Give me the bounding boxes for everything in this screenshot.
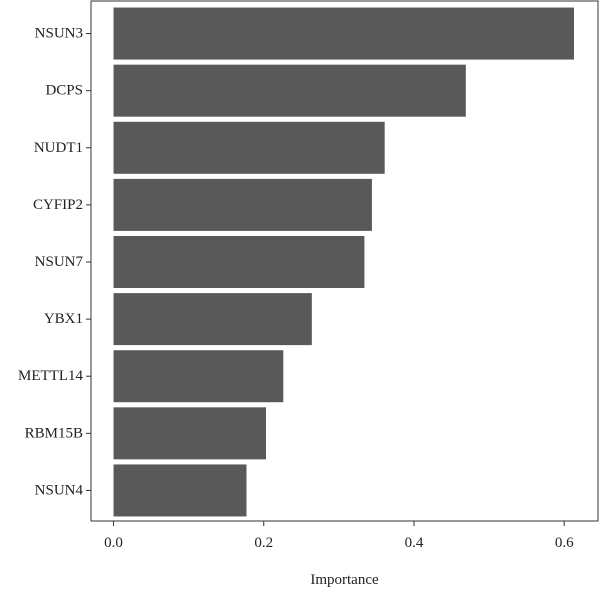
bar-nsun3	[113, 7, 574, 60]
y-tick-label: NSUN3	[35, 26, 83, 42]
y-tick-label: YBX1	[44, 311, 83, 327]
bars-layer	[113, 7, 574, 517]
bar-dcps	[113, 64, 466, 117]
bar-nsun4	[113, 464, 247, 517]
y-tick-label: CYFIP2	[33, 197, 83, 213]
bar-ybx1	[113, 293, 312, 346]
x-tick-label: 0.2	[254, 535, 273, 551]
bar-cyfip2	[113, 178, 372, 231]
plot-frame	[90, 0, 599, 522]
x-axis: 0.0 0.2 0.4 0.6	[104, 521, 574, 551]
bar-nsun7	[113, 236, 365, 288]
y-tick-label: NUDT1	[34, 140, 83, 156]
bar-mettl14	[113, 350, 284, 403]
y-tick-label: NSUN4	[35, 482, 84, 498]
bar-nudt1	[113, 121, 385, 174]
y-tick-label: METTL14	[18, 368, 83, 384]
x-axis-title: Importance	[310, 572, 379, 588]
y-tick-label: NSUN7	[35, 254, 84, 270]
x-tick-label: 0.0	[104, 535, 123, 551]
x-tick-label: 0.4	[405, 535, 424, 551]
y-tick-label: DCPS	[45, 83, 83, 99]
x-tick-label: 0.6	[555, 535, 574, 551]
y-axis: NSUN3 DCPS NUDT1 CYFIP2 NSUN7 YBX1 METTL14 RBM1…	[18, 26, 91, 498]
bar-rbm15b	[113, 407, 267, 460]
y-tick-label: RBM15B	[25, 425, 83, 441]
